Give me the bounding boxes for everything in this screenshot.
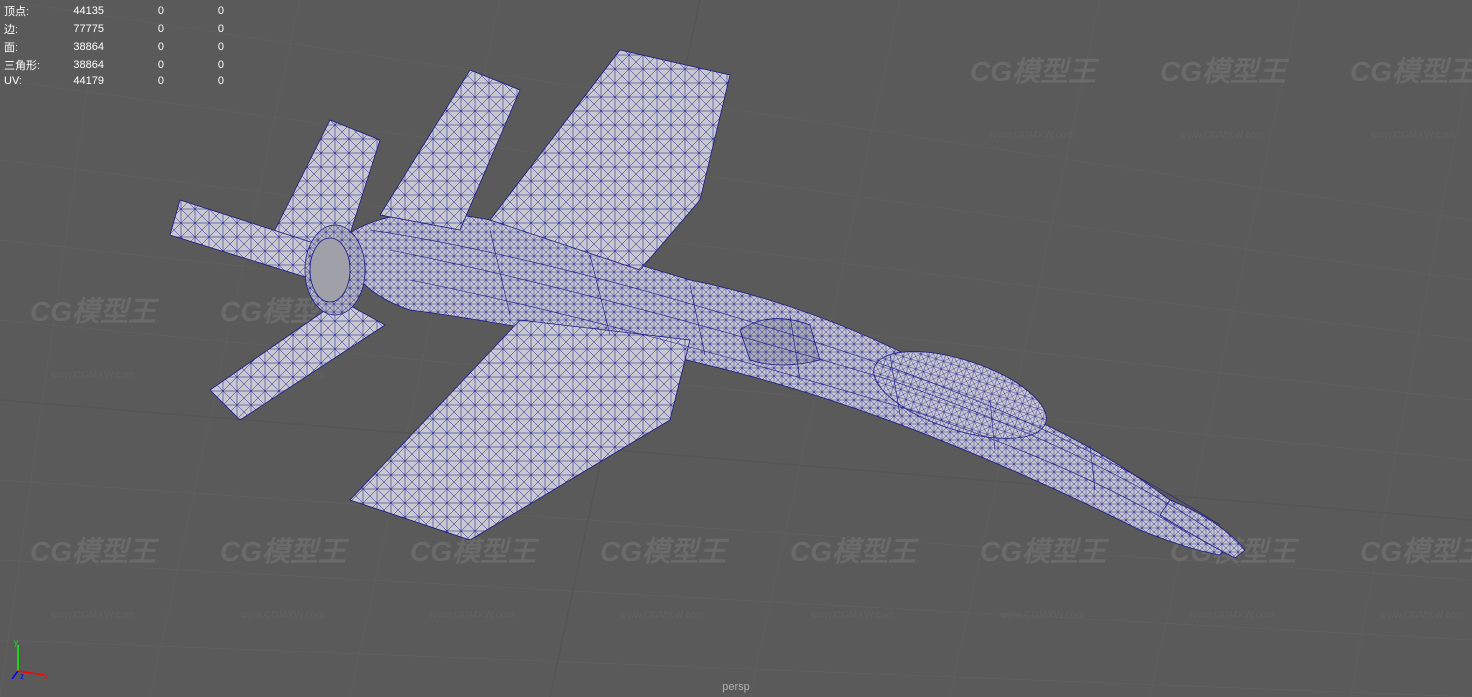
stats-row: 面: 38864 0 0 [4, 38, 244, 56]
stat-value: 0 [124, 56, 184, 74]
watermark-url: www.CGMXW.com [1380, 610, 1464, 621]
wireframe-aircraft-model[interactable] [90, 20, 1290, 580]
stat-value: 0 [124, 20, 184, 38]
stat-value: 0 [184, 38, 244, 56]
stat-label-tris: 三角形: [4, 56, 64, 74]
stat-label-edges: 边: [4, 20, 64, 38]
watermark-url: www.CGMXW.com [810, 610, 894, 621]
stat-value: 44179 [64, 74, 124, 88]
watermark-url: www.CGMXW.com [50, 610, 134, 621]
stat-value: 0 [184, 20, 244, 38]
stats-row: 边: 77775 0 0 [4, 20, 244, 38]
stat-value: 0 [124, 2, 184, 20]
watermark-text: CG模型王 [1360, 530, 1472, 570]
stat-label-uv: UV: [4, 74, 64, 88]
stats-row: UV: 44179 0 0 [4, 74, 244, 88]
axis-label-y: y [14, 639, 18, 647]
polycount-stats-panel: 顶点: 44135 0 0 边: 77775 0 0 面: 38864 0 0 … [0, 0, 248, 90]
stat-value: 77775 [64, 20, 124, 38]
axis-gizmo[interactable]: y x z [10, 639, 50, 679]
stat-value: 0 [124, 74, 184, 88]
stat-label-vertices: 顶点: [4, 2, 64, 20]
axis-label-x: x [44, 672, 48, 679]
stats-row: 顶点: 44135 0 0 [4, 2, 244, 20]
stats-table: 顶点: 44135 0 0 边: 77775 0 0 面: 38864 0 0 … [4, 2, 244, 88]
axis-label-z: z [20, 672, 24, 679]
stats-row: 三角形: 38864 0 0 [4, 56, 244, 74]
viewport[interactable]: CG模型王 CG模型王 CG模型王 CG模型王 CG模型王 CG模型王 CG模型… [0, 0, 1472, 697]
watermark-url: www.CGMXW.com [1370, 130, 1454, 141]
watermark-text: CG模型王 [1350, 50, 1472, 90]
stat-value: 0 [184, 56, 244, 74]
watermark-url: www.CGMXW.com [430, 610, 514, 621]
stat-value: 0 [184, 2, 244, 20]
stat-label-faces: 面: [4, 38, 64, 56]
stat-value: 0 [124, 38, 184, 56]
watermark-url: www.CGMXW.com [240, 610, 324, 621]
watermark-url: www.CGMXW.com [1000, 610, 1084, 621]
stat-value: 0 [184, 74, 244, 88]
camera-name-label: persp [722, 681, 750, 693]
watermark-url: www.CGMXW.com [620, 610, 704, 621]
watermark-url: www.CGMXW.com [1190, 610, 1274, 621]
stat-value: 38864 [64, 38, 124, 56]
stat-value: 44135 [64, 2, 124, 20]
stat-value: 38864 [64, 56, 124, 74]
